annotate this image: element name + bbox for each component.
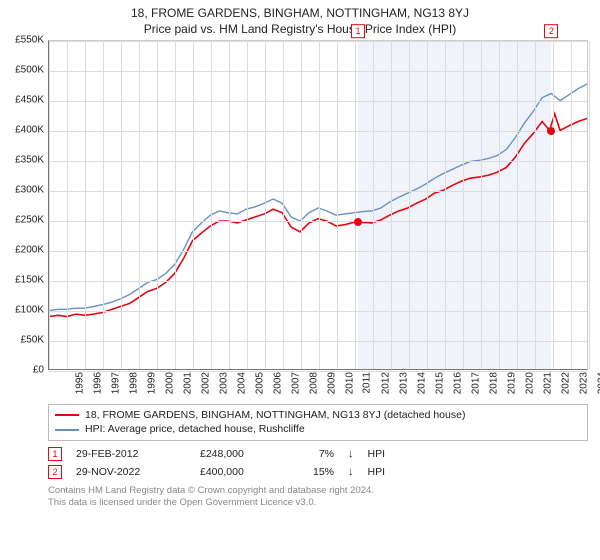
footer-line: Contains HM Land Registry data © Crown c… [48,485,588,497]
x-tick-label: 1995 [74,372,85,394]
sale-hpi-label: HPI [368,448,418,460]
sales-table: 1 29-FEB-2012 £248,000 7% ↓ HPI 2 29-NOV-2022 £4… [48,447,588,479]
y-tick-label: £50K [21,334,44,345]
series-line [49,84,587,311]
x-tick-label: 2011 [362,372,373,394]
legend-label: HPI: Average price, detached house, Rush… [85,422,305,437]
x-tick-label: 1996 [92,372,103,394]
x-tick-label: 2000 [164,372,175,394]
y-tick-label: £250K [15,214,44,225]
x-tick-label: 2010 [344,372,355,394]
y-tick-label: £500K [15,64,44,75]
x-tick-label: 2013 [398,372,409,394]
y-tick-label: £400K [15,124,44,135]
y-tick-label: £150K [15,274,44,285]
x-tick-label: 2024 [596,372,600,394]
legend-swatch [55,414,79,416]
x-tick-label: 2003 [218,372,229,394]
x-tick-label: 2018 [488,372,499,394]
x-tick-label: 1997 [110,372,121,394]
sale-pct-diff: 7% [294,448,334,460]
x-tick-label: 2009 [326,372,337,394]
sale-row: 2 29-NOV-2022 £400,000 15% ↓ HPI [48,465,588,479]
x-tick-label: 1999 [146,372,157,394]
x-tick-label: 2022 [560,372,571,394]
x-tick-label: 2008 [308,372,319,394]
chart-title: 18, FROME GARDENS, BINGHAM, NOTTINGHAM, … [8,6,592,22]
x-axis-labels: 1995 1996 1997 1998 1999 2000 2001 2002 2003 2004… [48,370,588,400]
y-tick-label: £100K [15,304,44,315]
x-tick-label: 1998 [128,372,139,394]
y-tick-label: £300K [15,184,44,195]
y-tick-label: £550K [15,34,44,45]
x-tick-label: 2007 [290,372,301,394]
legend-row: HPI: Average price, detached house, Rush… [55,422,581,437]
x-tick-label: 2023 [578,372,589,394]
x-tick-label: 2014 [416,372,427,394]
sale-hpi-label: HPI [368,466,418,478]
x-tick-label: 2001 [182,372,193,394]
sale-marker-box: 2 [544,24,558,38]
legend-swatch [55,429,79,431]
y-tick-label: £450K [15,94,44,105]
sale-date: 29-NOV-2022 [76,466,186,478]
chart-container: 18, FROME GARDENS, BINGHAM, NOTTINGHAM, … [0,0,600,560]
y-tick-label: £0 [33,364,44,375]
line-series-svg [49,41,587,369]
y-tick-label: £350K [15,154,44,165]
sale-marker-dot [547,127,555,135]
sale-pct-diff: 15% [294,466,334,478]
y-tick-label: £200K [15,244,44,255]
x-tick-label: 2019 [506,372,517,394]
sale-price: £248,000 [200,448,280,460]
arrow-down-icon: ↓ [348,466,354,478]
chart-area: £0 £50K £100K £150K £200K £250K £300K £350K £400… [8,40,592,400]
x-tick-label: 2017 [470,372,481,394]
x-tick-label: 2021 [542,372,553,394]
legend-box: 18, FROME GARDENS, BINGHAM, NOTTINGHAM, … [48,404,588,441]
footer-line: This data is licensed under the Open Gov… [48,497,588,509]
x-tick-label: 2002 [200,372,211,394]
arrow-down-icon: ↓ [348,448,354,460]
series-line [49,113,587,316]
sale-marker-ref: 2 [48,465,62,479]
footer-attribution: Contains HM Land Registry data © Crown c… [48,485,588,510]
x-tick-label: 2015 [434,372,445,394]
sale-marker-ref: 1 [48,447,62,461]
sale-row: 1 29-FEB-2012 £248,000 7% ↓ HPI [48,447,588,461]
sale-marker-box: 1 [351,24,365,38]
chart-subtitle: Price paid vs. HM Land Registry's House … [8,22,592,36]
x-tick-label: 2004 [236,372,247,394]
x-tick-label: 2020 [524,372,535,394]
legend-row: 18, FROME GARDENS, BINGHAM, NOTTINGHAM, … [55,408,581,423]
x-tick-label: 2005 [254,372,265,394]
legend-label: 18, FROME GARDENS, BINGHAM, NOTTINGHAM, … [85,408,465,423]
x-tick-label: 2006 [272,372,283,394]
sale-marker-dot [354,218,362,226]
sale-price: £400,000 [200,466,280,478]
x-tick-label: 2012 [380,372,391,394]
sale-date: 29-FEB-2012 [76,448,186,460]
y-axis-labels: £0£50K£100K£150K£200K£250K£300K£350K£400… [8,40,46,370]
plot-region: 12 [48,40,588,370]
x-tick-label: 2016 [452,372,463,394]
